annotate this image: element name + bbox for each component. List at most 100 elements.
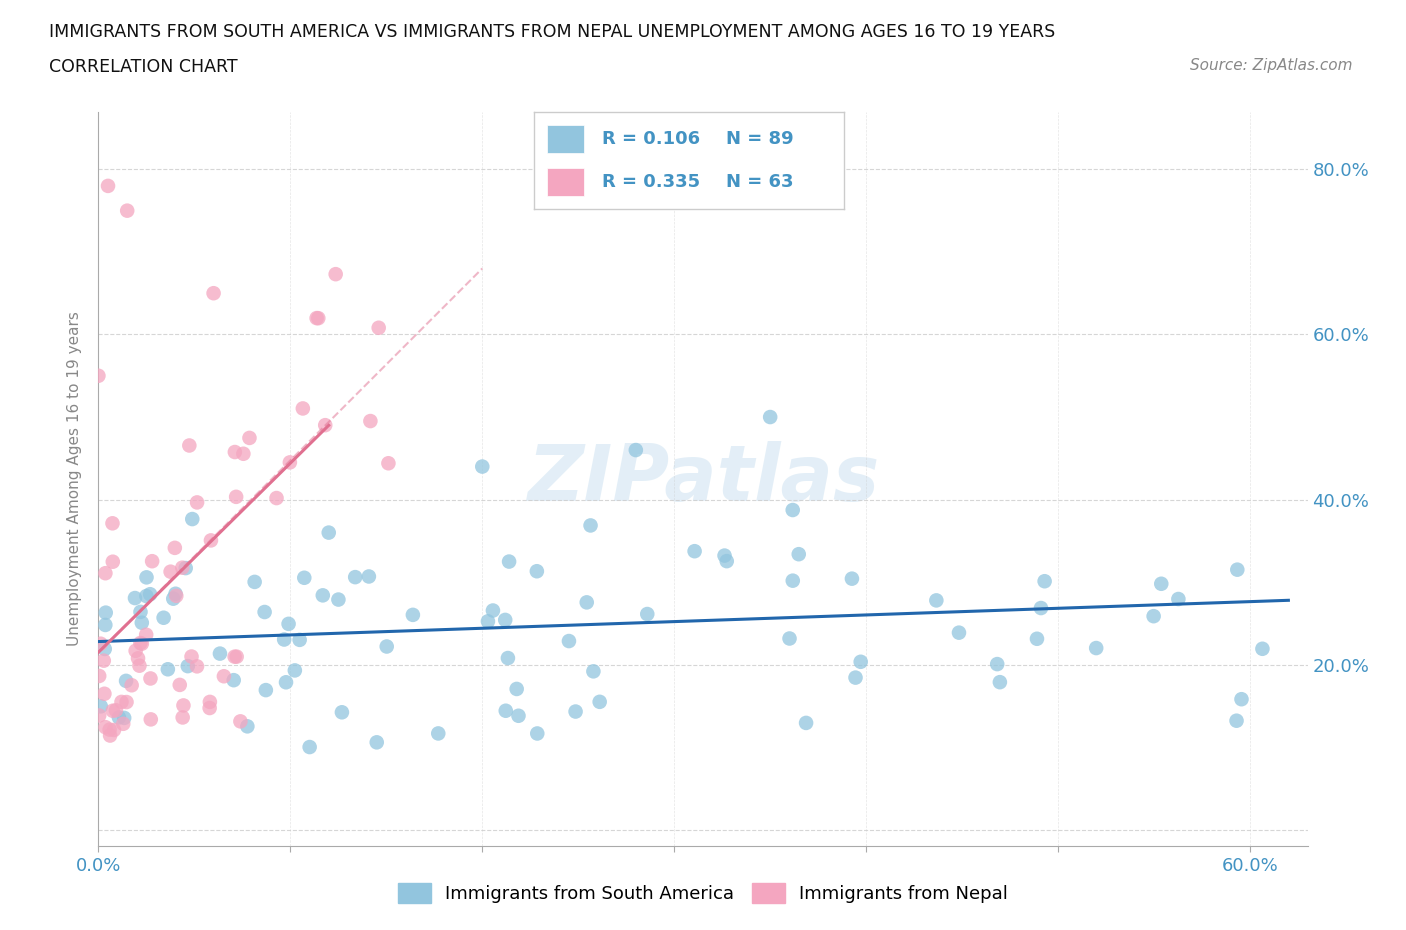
FancyBboxPatch shape xyxy=(547,126,583,153)
Point xyxy=(582,664,605,679)
Point xyxy=(186,495,208,510)
Point xyxy=(782,573,804,588)
Point xyxy=(1225,713,1247,728)
Point xyxy=(179,438,201,453)
Point xyxy=(94,565,117,580)
Text: CORRELATION CHART: CORRELATION CHART xyxy=(49,58,238,75)
Point xyxy=(139,712,162,727)
Y-axis label: Unemployment Among Ages 16 to 19 years: Unemployment Among Ages 16 to 19 years xyxy=(67,312,83,646)
Point xyxy=(482,603,505,618)
Point xyxy=(794,715,817,730)
Point xyxy=(243,575,266,590)
Point xyxy=(1230,692,1253,707)
Point xyxy=(278,455,301,470)
Point xyxy=(101,703,124,718)
Point xyxy=(471,459,494,474)
Point xyxy=(1085,641,1108,656)
Point xyxy=(236,719,259,734)
Point xyxy=(124,591,146,605)
Point xyxy=(115,204,138,219)
Point xyxy=(222,672,245,687)
Point xyxy=(98,728,121,743)
Point xyxy=(849,655,872,670)
Point xyxy=(1226,563,1249,578)
Point xyxy=(139,587,162,602)
Point xyxy=(225,489,247,504)
Point xyxy=(713,548,735,563)
Point xyxy=(108,710,131,724)
Point xyxy=(208,646,231,661)
Point xyxy=(589,695,612,710)
Point xyxy=(1251,642,1274,657)
Legend: Immigrants from South America, Immigrants from Nepal: Immigrants from South America, Immigrant… xyxy=(398,883,1008,903)
Point xyxy=(359,414,381,429)
Point xyxy=(284,663,307,678)
Point xyxy=(298,739,321,754)
Point xyxy=(496,651,519,666)
Point xyxy=(312,588,335,603)
Point xyxy=(139,671,162,686)
Text: ZIPatlas: ZIPatlas xyxy=(527,441,879,517)
Point xyxy=(357,569,380,584)
Point xyxy=(716,553,738,568)
Point xyxy=(564,704,586,719)
Point xyxy=(291,401,314,416)
Point xyxy=(558,633,581,648)
Point xyxy=(274,675,297,690)
Point xyxy=(98,723,121,737)
Point xyxy=(172,560,194,575)
Point xyxy=(779,631,801,646)
FancyBboxPatch shape xyxy=(547,168,583,195)
Point xyxy=(131,616,153,631)
Point xyxy=(636,606,658,621)
Point xyxy=(344,570,367,585)
Point xyxy=(759,409,782,424)
Point xyxy=(494,613,516,628)
Point xyxy=(229,714,252,729)
Point xyxy=(156,662,179,677)
Point xyxy=(103,723,125,737)
Point xyxy=(224,649,246,664)
Point xyxy=(314,418,336,432)
Point xyxy=(238,431,260,445)
Point xyxy=(505,682,527,697)
Point xyxy=(844,671,866,685)
Point xyxy=(925,593,948,608)
Point xyxy=(305,311,328,325)
Point xyxy=(526,564,548,578)
Point xyxy=(367,320,389,335)
Point xyxy=(1143,609,1166,624)
Point xyxy=(93,686,115,701)
Text: N = 89: N = 89 xyxy=(725,130,793,148)
Point xyxy=(159,565,181,579)
Point xyxy=(110,695,132,710)
Point xyxy=(152,610,174,625)
Point xyxy=(135,570,157,585)
Point xyxy=(253,604,276,619)
Text: R = 0.335: R = 0.335 xyxy=(602,173,700,191)
Point xyxy=(121,678,143,693)
Point xyxy=(292,570,315,585)
Point xyxy=(124,644,146,658)
Point xyxy=(273,632,295,647)
Point xyxy=(366,735,388,750)
Point xyxy=(94,642,117,657)
Point xyxy=(375,639,398,654)
Point xyxy=(115,673,138,688)
Point xyxy=(402,607,425,622)
Point xyxy=(1033,574,1056,589)
Point xyxy=(212,669,235,684)
Point xyxy=(89,669,111,684)
Point xyxy=(180,649,202,664)
Point xyxy=(986,657,1008,671)
Point xyxy=(94,720,117,735)
Point xyxy=(1029,601,1052,616)
Point xyxy=(948,625,970,640)
Point xyxy=(131,636,153,651)
Point xyxy=(232,446,254,461)
Point xyxy=(165,589,187,604)
Point xyxy=(330,705,353,720)
Point xyxy=(377,456,399,471)
Point xyxy=(104,703,127,718)
Point xyxy=(579,518,602,533)
